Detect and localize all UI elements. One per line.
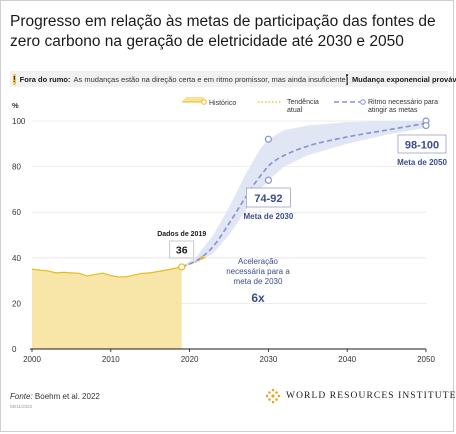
rate-label: Mudança exponencial provável	[351, 74, 456, 84]
target-2030-high-point	[264, 135, 272, 143]
legend-trend-label-2: atual	[287, 107, 303, 114]
acceleration-note-line: Aceleração	[238, 257, 279, 266]
wri-brand: WORLD RESOURCES INSTITUTE	[265, 388, 456, 404]
target-2030-low-point	[264, 176, 272, 184]
legend-trend-label-1: Tendência	[287, 99, 319, 106]
x-tick-label: 2000	[23, 355, 41, 364]
wri-logo-icon	[265, 388, 281, 404]
x-tick-label: 2010	[102, 355, 120, 364]
y-tick-label: 80	[12, 163, 21, 172]
legend-historic-label: Histórico	[209, 100, 236, 107]
source-label: Fonte:	[10, 392, 33, 401]
status-label: Fora do rumo:	[19, 74, 71, 84]
warning-icon: !	[13, 73, 16, 85]
x-tick-label: 2040	[338, 355, 356, 364]
target-2050-box	[397, 134, 447, 154]
data-2019-value: 36	[176, 245, 188, 257]
required-series	[181, 122, 427, 268]
target-2030-label: Meta de 2030	[243, 212, 293, 221]
x-tick-label: 2050	[417, 355, 435, 364]
required-line	[181, 122, 427, 268]
acceleration-multiplier: 6x	[251, 291, 265, 305]
y-tick-label: 20	[12, 299, 21, 308]
exponential-curve-icon: ∫	[345, 73, 348, 85]
source-text: Boehm et al. 2022	[34, 392, 100, 401]
data-2019-box	[169, 240, 195, 259]
data-2019-point	[178, 263, 186, 271]
acceleration-note-line: necessária para a	[226, 267, 290, 276]
acceleration-note-line: meta de 2030	[234, 277, 283, 286]
trend-arrowhead	[200, 255, 206, 260]
legend-historic-swatch	[182, 97, 204, 102]
target-2050-label: Meta de 2050	[397, 158, 447, 167]
status-text: As mudanças estão na direção certa e em …	[73, 74, 346, 84]
footer-date: 08/11/2022	[10, 404, 33, 409]
target-2030-box	[245, 187, 291, 208]
y-tick-label: 60	[12, 208, 21, 217]
legend-required-label-2: atingir as metas	[368, 107, 418, 114]
y-axis-label: %	[12, 101, 19, 110]
y-tick-label: 100	[12, 117, 26, 126]
target-2030-value: 74-92	[254, 193, 282, 205]
x-tick-label: 2030	[260, 355, 278, 364]
data-2019-label: Dados de 2019	[157, 231, 206, 238]
legend-required-label-1: Ritmo necessário para	[368, 99, 438, 106]
legend-required-dot	[360, 99, 366, 105]
historic-area	[32, 266, 182, 349]
historic-line	[31, 266, 182, 278]
annotations: Dados de 2019 36 74-92 Meta de 2030 98-100 Me…	[157, 117, 447, 305]
wri-name: WORLD RESOURCES INSTITUTE	[286, 391, 456, 401]
y-tick-label: 40	[12, 254, 21, 263]
legend-historic-dot	[201, 99, 207, 105]
historic-series	[31, 266, 182, 349]
required-band	[181, 121, 426, 267]
target-2050-value: 98-100	[405, 140, 439, 152]
target-2050-low-point	[422, 121, 430, 130]
chart-title: Progresso em relação às metas de partici…	[10, 13, 436, 50]
target-range-band	[181, 121, 426, 267]
y-tick-label: 0	[12, 345, 17, 354]
x-tick-label: 2020	[181, 355, 199, 364]
status-bar: ! Fora do rumo: As mudanças estão na dir…	[10, 71, 456, 87]
source-line: Fonte: Boehm et al. 2022	[10, 392, 100, 401]
